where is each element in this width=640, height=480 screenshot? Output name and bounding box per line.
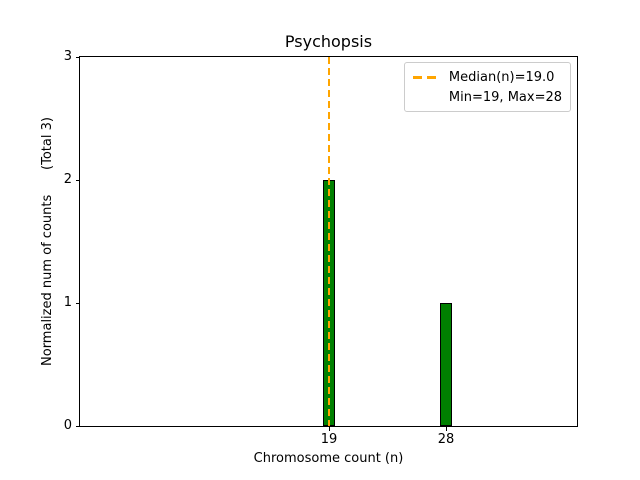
x-tick-mark-28 xyxy=(446,427,447,431)
plot-area: Median(n)=19.0 Min=19, Max=28 xyxy=(79,56,578,427)
legend-item-median: Median(n)=19.0 xyxy=(412,67,562,87)
y-tick-label-0: 0 xyxy=(63,418,72,433)
legend-label-median: Median(n)=19.0 xyxy=(448,69,555,85)
x-tick-mark-19 xyxy=(329,427,330,431)
y-tick-label-2: 2 xyxy=(63,172,72,187)
y-tick-mark-0 xyxy=(76,426,80,427)
x-tick-label-19: 19 xyxy=(320,432,338,447)
median-dashed-line-sample xyxy=(412,75,441,79)
y-axis-label: Normalized num of counts (Total 3) xyxy=(40,117,55,366)
y-tick-mark-2 xyxy=(76,180,80,181)
median-line xyxy=(328,57,331,426)
y-tick-label-1: 1 xyxy=(63,295,72,310)
bar-28 xyxy=(440,303,452,426)
legend-label-minmax: Min=19, Max=28 xyxy=(448,89,562,105)
legend-item-minmax: Min=19, Max=28 xyxy=(413,87,562,107)
y-tick-mark-3 xyxy=(76,57,80,58)
legend: Median(n)=19.0 Min=19, Max=28 xyxy=(403,62,571,112)
y-tick-mark-1 xyxy=(76,303,80,304)
x-axis-label: Chromosome count (n) xyxy=(253,451,404,466)
y-tick-label-3: 3 xyxy=(63,49,72,64)
legend-sample-spacer xyxy=(413,96,441,99)
chart-title: Psychopsis xyxy=(284,32,373,51)
x-tick-label-28: 28 xyxy=(437,432,455,447)
